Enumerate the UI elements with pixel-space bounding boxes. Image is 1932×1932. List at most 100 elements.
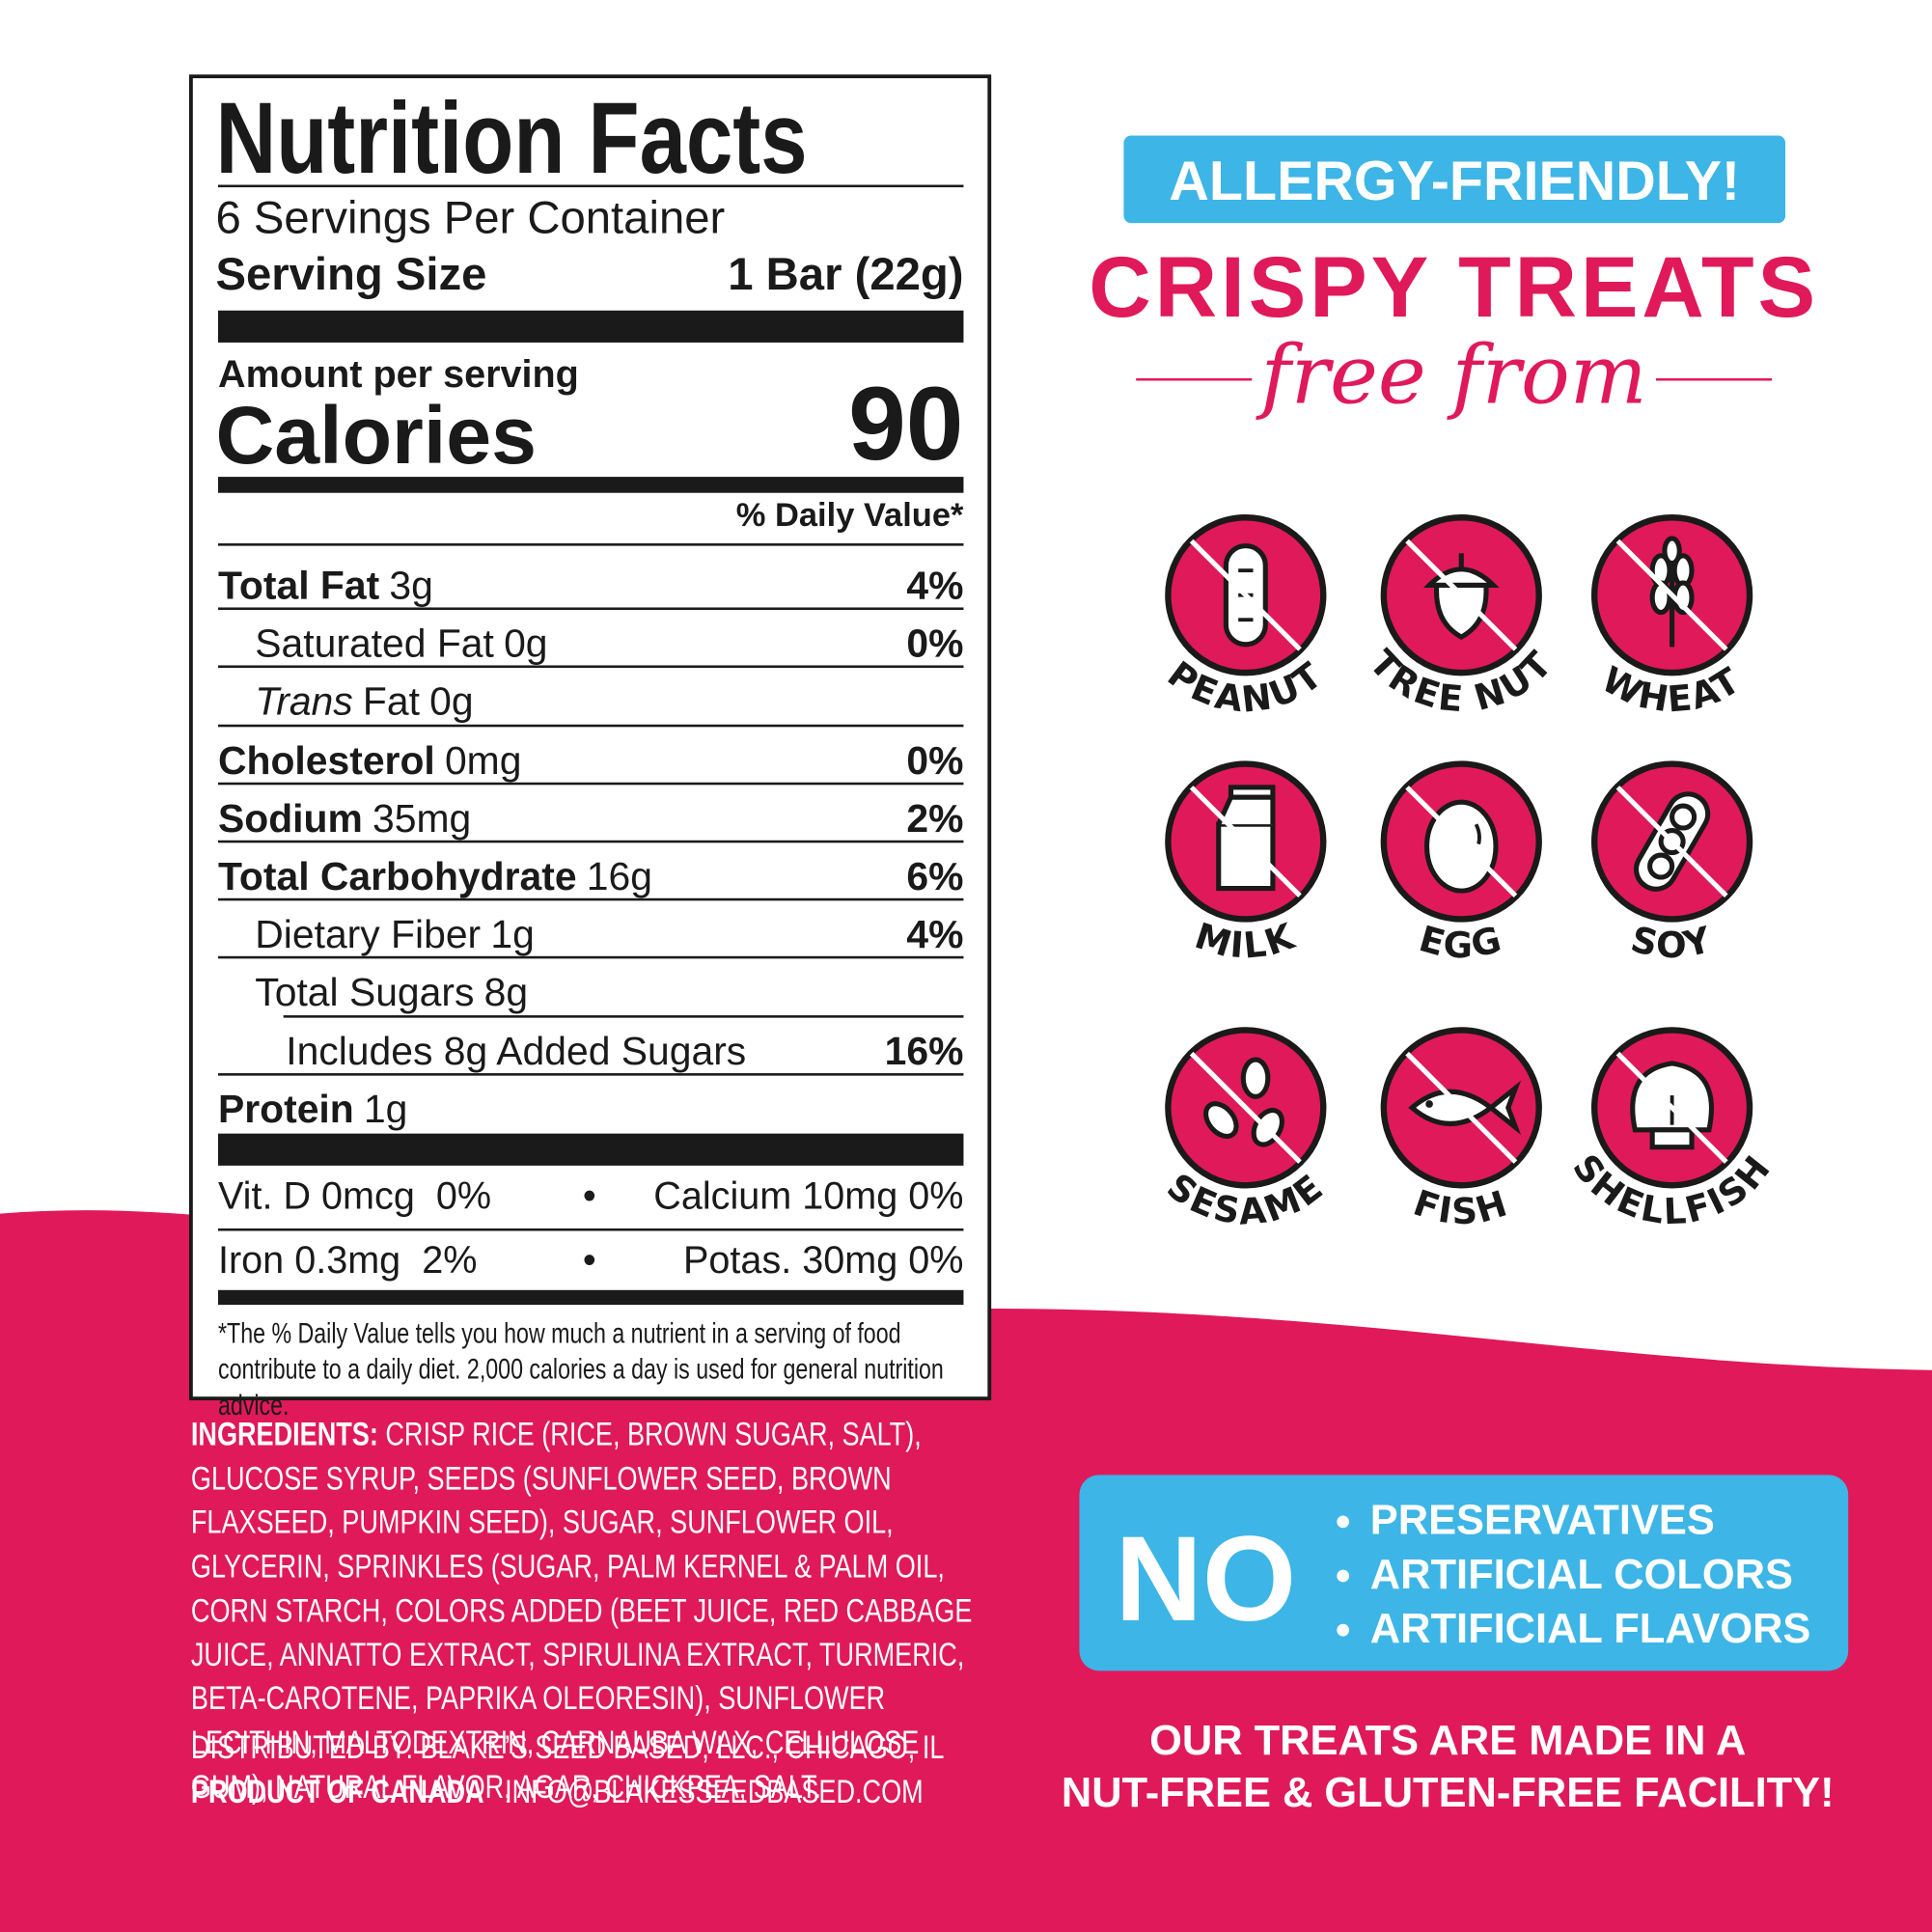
nutrient-row: Trans Fat 0g bbox=[218, 669, 963, 727]
icon-part bbox=[1405, 1051, 1518, 1164]
rule bbox=[217, 1072, 964, 1076]
icon-part bbox=[1662, 536, 1682, 566]
nutrient-name: Total Carbohydrate bbox=[217, 853, 577, 898]
daily-value: 4% bbox=[906, 563, 964, 608]
nutrient-amount: 16g bbox=[586, 853, 652, 898]
rule bbox=[217, 840, 964, 843]
ingredients: INGREDIENTS: CRISP RICE (RICE, BROWN SUG… bbox=[191, 1413, 986, 1808]
medium-bar bbox=[217, 477, 964, 493]
nutrition-box bbox=[188, 74, 992, 1401]
serving-size-label: Serving Size bbox=[215, 248, 487, 300]
daily-value: 16% bbox=[884, 1028, 964, 1073]
daily-value: 4% bbox=[906, 912, 964, 957]
allergen-icon bbox=[1165, 1027, 1327, 1189]
allergen-name: FISH bbox=[1408, 1182, 1511, 1233]
badge-bg bbox=[1123, 135, 1786, 224]
origin-line: PRODUCT OF CANADA INFO@BLAKESSEEDBASED.C… bbox=[190, 1773, 924, 1810]
icon-part bbox=[1615, 538, 1728, 651]
nutrient-amount: 1g bbox=[363, 1086, 408, 1131]
medium-bar bbox=[217, 1289, 964, 1306]
email: INFO@BLAKESSEEDBASED.COM bbox=[505, 1773, 924, 1810]
nutrient-row: Cholesterol 0mg 0% bbox=[218, 727, 963, 785]
icon-part bbox=[1228, 785, 1276, 800]
footnote: *The % Daily Value tells you how much a … bbox=[217, 1316, 944, 1421]
nutrient: Protein 1g bbox=[218, 1087, 407, 1132]
origin: PRODUCT OF CANADA bbox=[190, 1773, 484, 1810]
icon-part bbox=[1474, 823, 1481, 845]
nutrient-row: Includes 8g Added Sugars 16% bbox=[218, 1017, 963, 1075]
daily-value: 6% bbox=[906, 853, 964, 898]
rule bbox=[283, 1014, 964, 1018]
nutrient: Dietary Fiber 1g bbox=[255, 912, 535, 957]
icon-part bbox=[1615, 786, 1728, 898]
facility-note: OUR TREATS ARE MADE IN A NUT-FREE & GLUTE… bbox=[985, 1715, 1910, 1818]
rule bbox=[217, 898, 964, 901]
allergen-label: SOY bbox=[1627, 919, 1718, 967]
daily-value: 2% bbox=[906, 795, 964, 841]
servings: 6 Servings Per Container bbox=[215, 192, 726, 243]
rule bbox=[217, 184, 964, 188]
nutrient-row: Sodium 35mg 2% bbox=[218, 785, 963, 842]
allergen-label: EGG bbox=[1415, 918, 1507, 966]
no-panel-bg bbox=[1079, 1475, 1849, 1671]
nutrient-amount: 0mg bbox=[444, 737, 522, 783]
nutrient-prefix: Trans bbox=[255, 679, 353, 724]
icon-part bbox=[1203, 1101, 1239, 1139]
icon-part bbox=[1240, 1057, 1271, 1099]
daily-value-header: % Daily Value* bbox=[735, 496, 964, 534]
nutrient-amount: 3g bbox=[389, 563, 433, 608]
calories-label: Calories bbox=[215, 389, 538, 481]
allergen-icon bbox=[1380, 760, 1542, 923]
icon-part bbox=[1405, 538, 1518, 651]
nutrient-name: Protein bbox=[217, 1086, 354, 1131]
nutrient-name: Includes 8g Added Sugars bbox=[286, 1028, 747, 1073]
ingredients-label: INGREDIENTS: bbox=[190, 1416, 378, 1453]
icon-part bbox=[1405, 786, 1518, 898]
vitamin-right: Calcium 10mg 0% bbox=[653, 1173, 964, 1218]
allergen-name: MILK bbox=[1190, 915, 1299, 967]
allergen-icon bbox=[1380, 1027, 1542, 1189]
nutrient: Saturated Fat 0g bbox=[255, 621, 547, 667]
nutrient-name: Dietary Fiber bbox=[255, 912, 482, 957]
icon-part bbox=[1486, 1080, 1522, 1136]
no-list: PRESERVATIVESARTIFICIAL COLORSARTIFICIAL… bbox=[1343, 1493, 1811, 1656]
icon-part bbox=[1647, 852, 1675, 880]
no-item: ARTIFICIAL FLAVORS bbox=[1370, 1602, 1811, 1656]
distributed-by: DISTRIBUTED BY: BLAKE’S SEED BASED, LLC.… bbox=[190, 1728, 945, 1766]
rule bbox=[217, 607, 964, 611]
separator: • bbox=[582, 1238, 596, 1282]
thick-bar bbox=[217, 1133, 964, 1166]
nutrient-name: Fat bbox=[362, 679, 420, 724]
allergen-icon bbox=[1165, 760, 1327, 923]
nutrient-amount: 0g bbox=[429, 679, 474, 724]
nutrient-name: Total Fat bbox=[217, 563, 380, 608]
badge: ALLERGY-FRIENDLY! bbox=[1169, 149, 1741, 212]
nutrient-amount: 1g bbox=[490, 912, 535, 957]
allergen-icon bbox=[1590, 1027, 1753, 1189]
icon-part bbox=[1189, 538, 1302, 651]
no-item: ARTIFICIAL COLORS bbox=[1370, 1548, 1811, 1602]
nutrient-name: Total Sugars bbox=[255, 970, 475, 1015]
ingredients-text: CRISP RICE (RICE, BROWN SUGAR, SALT), GL… bbox=[190, 1416, 973, 1806]
icon-part bbox=[1216, 821, 1276, 892]
rule bbox=[217, 1228, 964, 1231]
subheadline: free from bbox=[1260, 327, 1647, 423]
nutrient: Cholesterol 0mg bbox=[218, 737, 521, 783]
nutrient-row: Saturated Fat 0g 0% bbox=[218, 610, 963, 668]
thick-bar bbox=[217, 310, 964, 343]
allergen-name: EGG bbox=[1415, 918, 1505, 966]
nutrient-name: Cholesterol bbox=[217, 737, 435, 783]
nutrient-name: Sodium bbox=[217, 795, 363, 841]
nutrient: Trans Fat 0g bbox=[255, 679, 473, 725]
daily-value: 0% bbox=[906, 737, 964, 783]
nutrient-amount: 0g bbox=[504, 621, 548, 666]
icon-part bbox=[1649, 1127, 1695, 1150]
serving-size: 1 Bar (22g) bbox=[728, 248, 964, 300]
rule bbox=[217, 782, 964, 786]
allergen-label: MILK bbox=[1190, 915, 1302, 967]
amount-per-serving: Amount per serving bbox=[217, 352, 579, 396]
rule bbox=[217, 665, 964, 669]
separator: • bbox=[582, 1173, 596, 1218]
